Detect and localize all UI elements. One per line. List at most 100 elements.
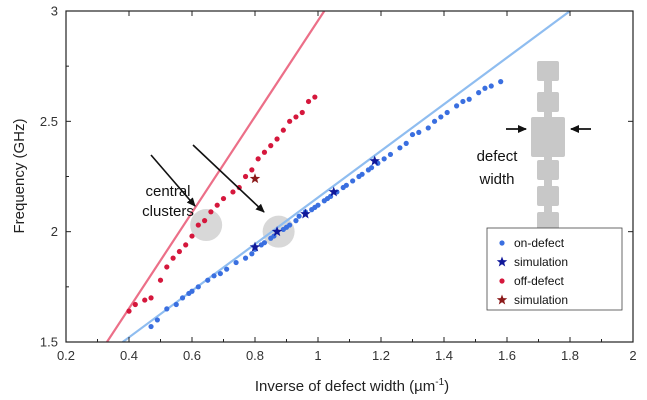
legend-label: off-defect (514, 274, 564, 288)
off-defect-point (261, 149, 268, 155)
legend-marker-star (496, 294, 508, 305)
on-defect-point (249, 251, 255, 257)
x-tick-label: 1 (314, 348, 321, 363)
off-defect-point (230, 189, 236, 195)
on-defect-point (466, 96, 472, 102)
on-defect-point (409, 131, 416, 138)
on-defect-point (154, 317, 160, 323)
off-defect-point (157, 277, 164, 283)
central-clusters-label-line1: central (145, 183, 190, 200)
on-defect-simulation-star (300, 208, 311, 219)
on-defect-point (397, 145, 403, 151)
on-defect-point (444, 109, 450, 116)
off-defect-point (274, 136, 280, 142)
on-defect-point (173, 301, 179, 308)
off-defect-point (249, 167, 255, 173)
on-defect-point (211, 273, 217, 279)
on-defect-point (233, 259, 239, 266)
on-defect-point (403, 140, 409, 146)
off-defect-point (280, 127, 286, 133)
off-defect-fit-line (106, 11, 326, 342)
x-axis-label-tail: ) (444, 378, 449, 395)
on-defect-point (454, 103, 460, 109)
x-tick-label: 0.4 (120, 348, 138, 363)
on-defect-simulation-star (249, 241, 261, 252)
central-cluster-highlights (190, 209, 295, 248)
x-tick-label: 1.6 (498, 348, 516, 363)
on-defect-point (287, 222, 293, 228)
x-tick-label: 1.2 (372, 348, 390, 363)
defect-inset-diagram (506, 61, 591, 256)
legend-label: simulation (514, 293, 568, 307)
on-defect-simulation-star (328, 186, 339, 197)
off-defect-point (189, 233, 195, 239)
on-defect-point (205, 277, 211, 283)
on-defect-point (460, 98, 466, 105)
cluster-arrow-right (192, 144, 265, 213)
on-defect-point (488, 83, 494, 89)
off-defect-point (208, 209, 214, 215)
x-axis-label-main: Inverse of defect width (µm (255, 378, 435, 395)
off-defect-point (305, 98, 312, 105)
legend-label: on-defect (514, 236, 565, 250)
on-defect-point (293, 218, 299, 224)
x-tick-label: 1.8 (561, 348, 579, 363)
off-defect-point (312, 94, 318, 100)
on-defect-point (343, 182, 349, 188)
off-defect-point (202, 218, 208, 224)
off-defect-point (242, 173, 249, 180)
defect-width-label-line1: defect (477, 148, 519, 165)
on-defect-point (261, 240, 268, 246)
off-defect-point (142, 297, 148, 303)
on-defect-point (387, 151, 394, 158)
off-defect-point (176, 248, 182, 255)
on-defect-simulation-star (369, 155, 380, 166)
x-tick-label: 1.4 (435, 348, 453, 363)
legend: on-defect simulation off-defect simulation (486, 227, 623, 311)
inset-block-2 (537, 92, 559, 112)
off-defect-point (132, 301, 138, 308)
on-defect-point (438, 114, 444, 120)
y-tick-label: 3 (51, 4, 58, 19)
off-defect-point (220, 195, 227, 202)
inset-block-4 (537, 160, 559, 180)
cluster-arrow-left (150, 154, 196, 207)
on-defect-point (368, 165, 375, 171)
on-defect-point (189, 288, 195, 294)
inset-block-6 (537, 212, 559, 232)
on-defect-point (315, 202, 321, 208)
y-tick-label: 2 (51, 224, 58, 239)
on-defect-point (350, 178, 356, 184)
on-defect-point (164, 306, 170, 312)
defect-width-label-line2: width (478, 171, 514, 188)
annotations: central clusters defect width (142, 144, 519, 220)
on-defect-point (195, 284, 201, 290)
off-defect-point (126, 308, 132, 314)
x-tick-label: 2 (629, 348, 636, 363)
legend-label: simulation (514, 255, 568, 269)
cluster-highlight-1 (190, 209, 223, 242)
x-tick-label: 0.6 (183, 348, 201, 363)
legend-marker-dot (499, 240, 505, 246)
off-defect-point (214, 202, 220, 208)
off-defect-point (164, 264, 170, 270)
central-clusters-label-line2: clusters (142, 203, 194, 220)
inset-block-5 (537, 186, 559, 206)
off-defect-point (183, 242, 189, 248)
y-tick-label: 1.5 (40, 335, 58, 350)
off-defect-point (287, 118, 293, 124)
on-defect-point (416, 129, 422, 135)
on-defect-point (179, 295, 186, 301)
x-tick-label: 0.2 (57, 348, 75, 363)
on-defect-point (359, 171, 365, 177)
off-defect-point (299, 109, 305, 116)
y-tick-label: 2.5 (40, 114, 58, 129)
on-defect-point (242, 255, 249, 261)
on-defect-point (148, 323, 154, 330)
axes: 0.2 0.4 0.6 0.8 1 1.2 1.4 1.6 1.8 2 1.5 2 2.5 3 (40, 4, 637, 364)
on-defect-point (224, 266, 230, 272)
off-defect-point (255, 156, 261, 162)
on-defect-point (425, 125, 431, 131)
